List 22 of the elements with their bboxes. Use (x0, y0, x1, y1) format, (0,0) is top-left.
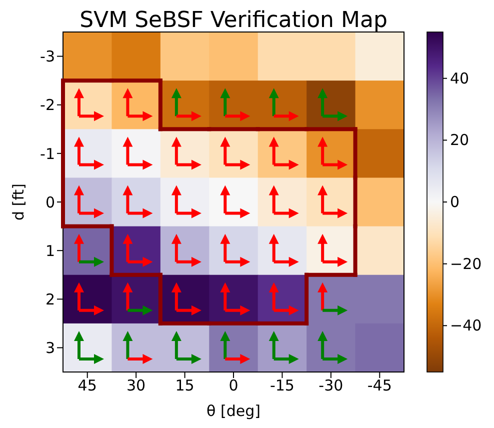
y-tick-label: -1 (40, 144, 55, 163)
color-bar-label: 0 (450, 193, 460, 211)
y-tick-label: 0 (45, 193, 55, 212)
x-tick-label: -15 (270, 376, 294, 395)
x-tick-label: -30 (318, 376, 344, 395)
y-tick-label: 1 (45, 242, 55, 260)
y-axis-title: d [ft] (9, 184, 28, 220)
y-tick-label: -2 (40, 96, 55, 114)
y-tick-label: 2 (45, 290, 55, 308)
x-tick-label: 45 (78, 376, 97, 395)
x-tick-label: 15 (175, 376, 194, 395)
x-tick-label: -45 (367, 376, 392, 395)
y-tick-label: 3 (45, 339, 55, 358)
y-tick-label: -3 (40, 48, 55, 66)
chart-title: SVM SeBSF Verification Map (80, 8, 388, 33)
color-bar-label: −40 (450, 316, 482, 335)
color-bar-label: 20 (450, 131, 470, 150)
color-bar-label: 40 (450, 69, 470, 88)
x-tick-label: 30 (126, 376, 146, 395)
x-axis-title: θ [deg] (206, 402, 260, 420)
color-bar-label: −20 (450, 254, 482, 273)
x-tick-label: 0 (228, 376, 238, 395)
